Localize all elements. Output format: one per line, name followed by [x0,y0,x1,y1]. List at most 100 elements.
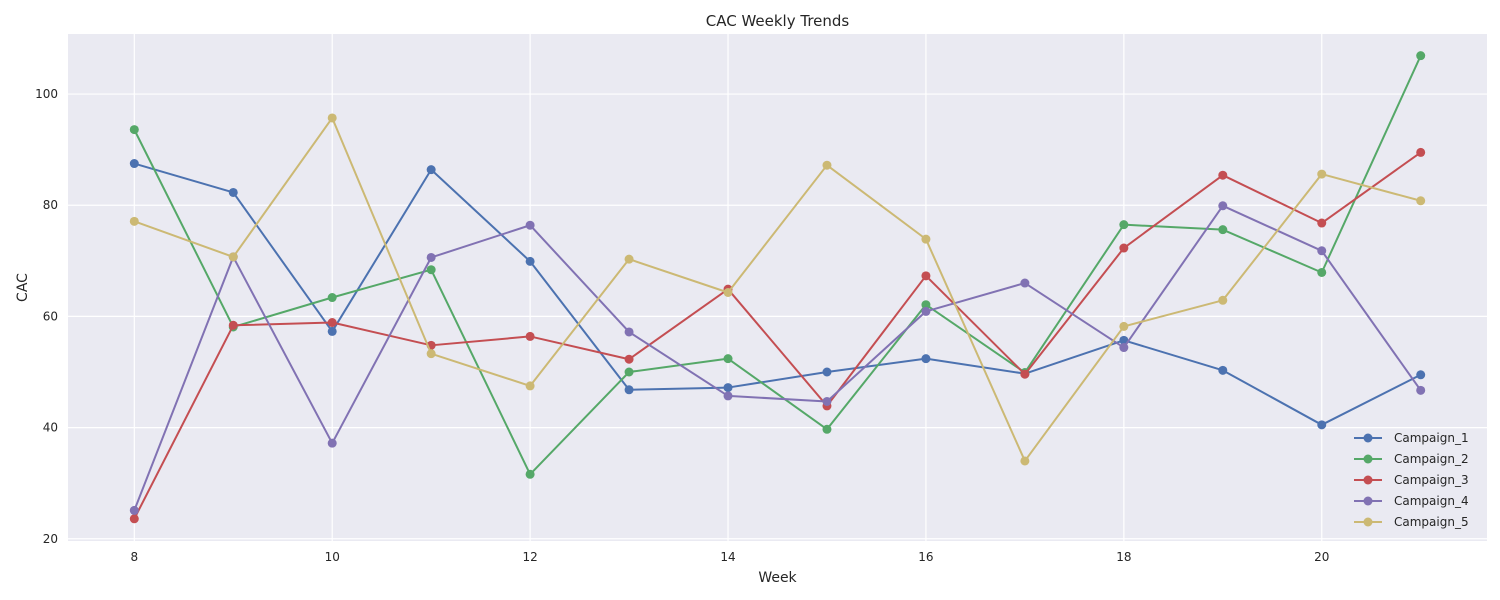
x-axis-ticks: 8 10 12 14 16 18 20 [130,550,1329,564]
data-point [921,354,931,364]
data-point [1119,220,1129,230]
y-tick-label: 40 [43,421,58,435]
data-point [129,514,139,524]
x-tick-label: 18 [1116,550,1131,564]
legend-label: Campaign_4 [1394,494,1469,508]
series-group [129,51,1426,524]
data-point [1317,420,1327,430]
data-point [228,187,238,197]
data-point [822,367,832,377]
legend-label: Campaign_1 [1394,431,1469,445]
x-tick-label: 16 [918,550,933,564]
legend-swatch-marker [1363,496,1373,506]
data-point [228,252,238,262]
y-tick-label: 20 [43,532,58,546]
data-point [822,424,832,434]
data-point [327,318,337,328]
data-point [327,113,337,123]
data-point [1119,321,1129,331]
data-point [1317,267,1327,277]
data-point [624,327,634,337]
data-point [1416,196,1426,206]
data-point [1218,295,1228,305]
data-point [1218,365,1228,375]
y-tick-label: 100 [35,87,58,101]
x-tick-label: 12 [522,550,537,564]
x-tick-label: 8 [130,550,138,564]
data-point [723,391,733,401]
data-point [426,165,436,175]
data-point [129,125,139,135]
legend-swatch-marker [1363,454,1373,464]
data-point [129,216,139,226]
data-point [624,385,634,395]
data-point [1416,51,1426,61]
series-line [133,204,1422,511]
data-point [1020,369,1030,379]
legend: Campaign_1 Campaign_2 Campaign_3 Campaign_4… [1354,431,1469,529]
series-line [134,162,1422,426]
data-point [822,160,832,170]
series-Campaign_5 [129,113,1426,466]
data-point [129,159,139,169]
data-point [921,271,931,281]
data-point [1020,456,1030,466]
data-point [228,320,238,330]
x-axis-label: Week [758,570,797,586]
data-point [426,265,436,275]
legend-item: Campaign_2 [1354,452,1469,466]
data-point [624,367,634,377]
plot-area [68,34,1487,541]
series-line [133,151,1422,520]
legend-label: Campaign_2 [1394,452,1469,466]
data-point [525,331,535,341]
data-point [1317,169,1327,179]
legend-label: Campaign_5 [1394,515,1469,529]
data-point [426,252,436,262]
legend-swatch-marker [1363,517,1373,527]
data-point [624,354,634,364]
gridlines [68,34,1487,541]
data-point [723,288,733,298]
data-point [525,256,535,266]
data-point [921,234,931,244]
legend-item: Campaign_4 [1354,494,1469,508]
legend-item: Campaign_5 [1354,515,1469,529]
data-point [1317,246,1327,256]
legend-swatch-marker [1363,475,1373,485]
data-point [921,306,931,316]
chart-title: CAC Weekly Trends [706,12,850,30]
data-point [1416,385,1426,395]
data-point [1218,170,1228,180]
data-point [1416,370,1426,380]
data-point [327,326,337,336]
series-Campaign_3 [129,147,1426,524]
series-Campaign_4 [129,201,1426,515]
data-point [1119,243,1129,253]
data-point [525,469,535,479]
data-point [327,438,337,448]
data-point [1020,278,1030,288]
data-point [1119,335,1129,345]
data-point [1416,147,1426,157]
data-point [1218,201,1228,211]
y-tick-label: 60 [43,309,58,323]
data-point [1218,225,1228,235]
data-point [822,396,832,406]
legend-item: Campaign_3 [1354,473,1469,487]
data-point [426,349,436,359]
x-tick-label: 14 [720,550,735,564]
legend-label: Campaign_3 [1394,473,1469,487]
data-point [624,254,634,264]
data-point [723,354,733,364]
data-point [327,293,337,303]
data-point [1119,343,1129,353]
x-tick-label: 10 [325,550,340,564]
data-point [525,381,535,391]
data-point [525,220,535,230]
series-line [133,116,1421,462]
data-point [723,383,733,393]
y-axis-ticks: 20 40 60 80 100 [35,87,58,546]
y-axis-label: CAC [15,273,31,302]
